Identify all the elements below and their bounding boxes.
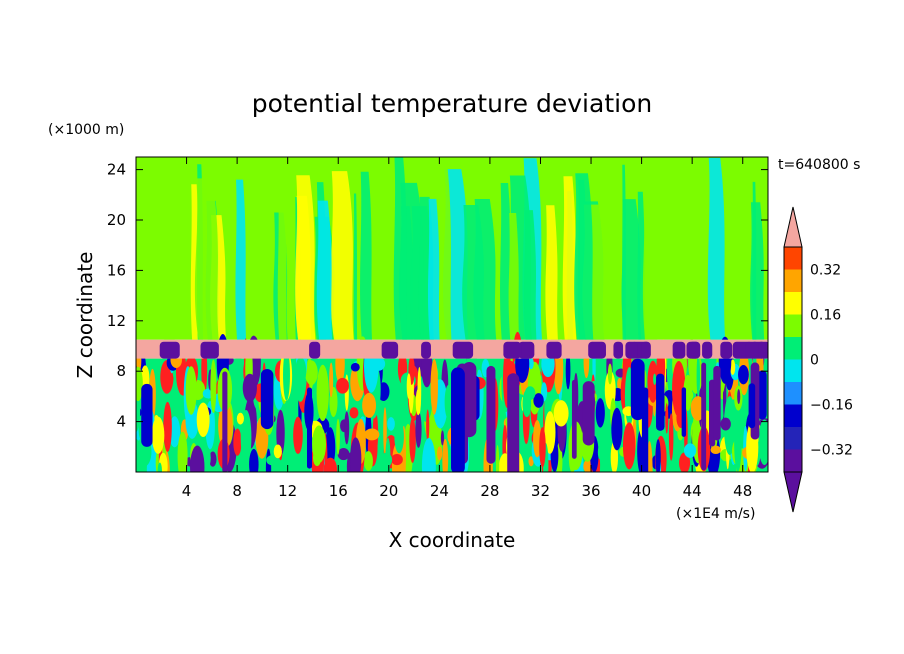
- colorbar-band: [784, 404, 802, 427]
- x-tick-label: 44: [683, 482, 702, 500]
- colorbar-band: [784, 427, 802, 450]
- chart-title: potential temperature deviation: [252, 89, 652, 118]
- y-tick-label: 24: [107, 161, 126, 179]
- colorbar-band: [784, 359, 802, 382]
- colorbar-label: −0.16: [810, 398, 853, 414]
- y-tick-label: 4: [116, 413, 126, 431]
- x-tick-label: 4: [182, 482, 192, 500]
- x-tick-label: 40: [632, 482, 651, 500]
- colorbar-band: [784, 382, 802, 405]
- y-tick-label: 8: [116, 362, 126, 380]
- colorbar-band: [784, 337, 802, 360]
- time-label: t=640800 s: [778, 157, 860, 173]
- colorbar-band: [784, 269, 802, 292]
- x-tick-label: 32: [531, 482, 550, 500]
- colorbar: 0.32 0.16 0 −0.16 −0.32: [783, 206, 853, 513]
- colorbar-extend-high: [783, 206, 803, 248]
- colorbar-band: [784, 449, 802, 472]
- x-tick-label: 24: [430, 482, 449, 500]
- y-axis-label: Z coordinate: [73, 252, 97, 379]
- x-unit-label: (×1E4 m/s): [676, 506, 755, 522]
- x-tick-label: 20: [379, 482, 398, 500]
- y-tick-label: 16: [107, 261, 126, 279]
- x-tick-label: 48: [733, 482, 752, 500]
- colorbar-band: [784, 314, 802, 337]
- x-tick-label: 8: [232, 482, 242, 500]
- y-unit-label: (×1000 m): [48, 122, 124, 138]
- heatmap-field: [136, 157, 768, 472]
- colorbar-extend-low: [783, 471, 803, 513]
- colorbar-band: [784, 247, 802, 270]
- colorbar-label: −0.32: [810, 443, 853, 459]
- y-tick-label: 12: [107, 312, 126, 330]
- x-tick-label: 16: [329, 482, 348, 500]
- x-axis-label: X coordinate: [389, 528, 516, 552]
- x-tick-label: 12: [278, 482, 297, 500]
- y-tick-label: 20: [107, 211, 126, 229]
- x-tick-label: 28: [480, 482, 499, 500]
- colorbar-label: 0: [810, 353, 819, 369]
- colorbar-label: 0.16: [810, 308, 841, 324]
- colorbar-frame: [783, 246, 803, 473]
- colorbar-label: 0.32: [810, 263, 841, 279]
- x-tick-label: 36: [581, 482, 600, 500]
- colorbar-band: [784, 292, 802, 315]
